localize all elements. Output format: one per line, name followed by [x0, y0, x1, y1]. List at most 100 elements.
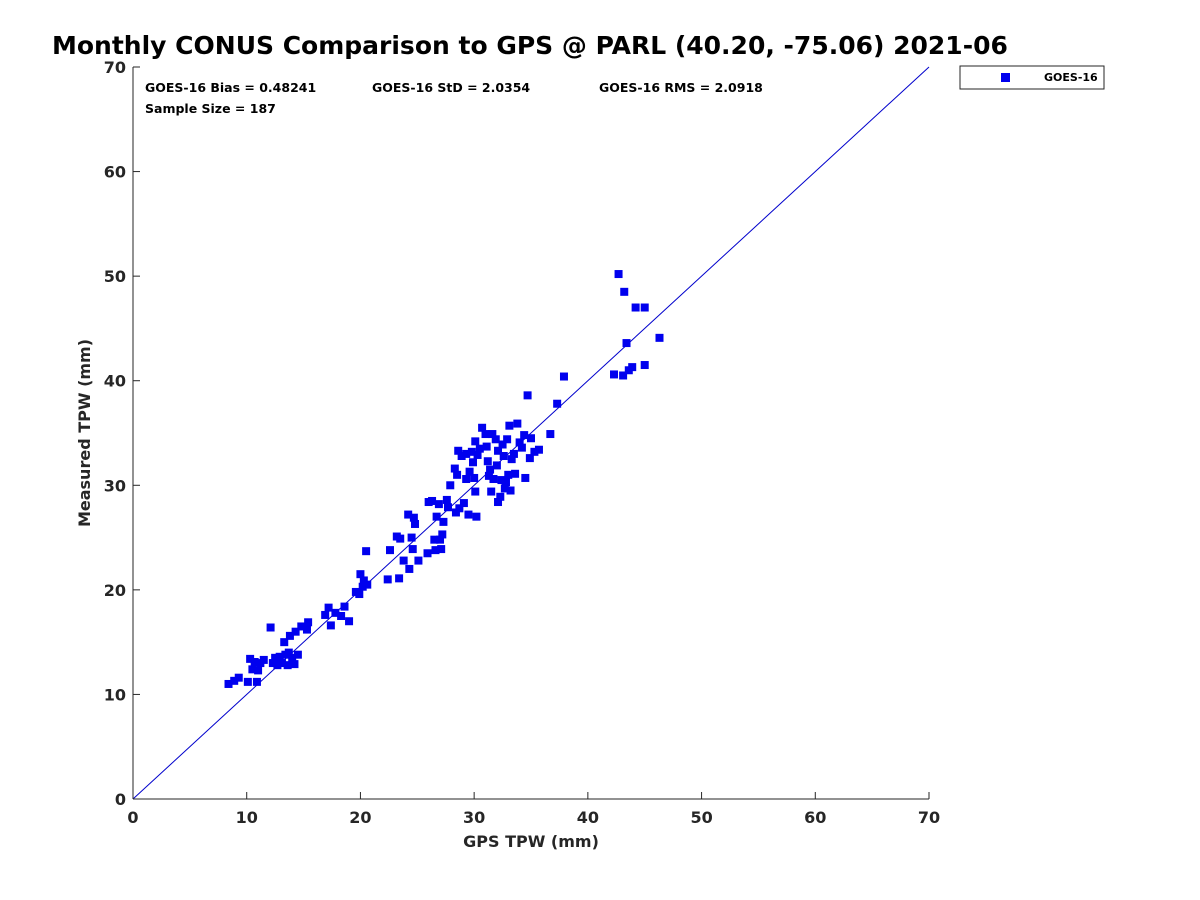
y-tick-label: 60	[104, 163, 126, 182]
x-tick-label: 70	[918, 808, 940, 827]
x-tick-label: 50	[690, 808, 712, 827]
data-point	[407, 533, 416, 542]
data-point	[446, 481, 455, 490]
data-point	[559, 372, 568, 381]
x-tick-label: 30	[463, 808, 485, 827]
x-tick-label: 0	[127, 808, 138, 827]
plot-area	[132, 66, 930, 800]
data-point	[437, 545, 446, 554]
data-point	[434, 500, 443, 509]
data-point	[655, 333, 664, 342]
data-point	[521, 473, 530, 482]
data-point	[230, 676, 239, 685]
data-point	[515, 438, 524, 447]
data-point	[472, 512, 481, 521]
data-point	[525, 454, 534, 463]
y-axis-ticks: 0 10 20 30 40 50 60 70	[104, 58, 140, 809]
data-point	[546, 430, 555, 439]
data-point	[409, 513, 418, 522]
data-point	[459, 499, 468, 508]
stat-bias: GOES-16 Bias = 0.48241	[145, 80, 316, 95]
y-tick-label: 30	[104, 476, 126, 495]
data-point	[523, 391, 532, 400]
y-tick-label: 50	[104, 267, 126, 286]
data-point	[473, 450, 482, 459]
data-point	[243, 677, 252, 686]
legend-box	[959, 65, 1105, 90]
data-point	[501, 478, 510, 487]
data-point	[451, 508, 460, 517]
data-point	[331, 608, 340, 617]
data-point	[471, 437, 480, 446]
x-tick-label: 20	[349, 808, 371, 827]
data-point	[471, 487, 480, 496]
data-point	[248, 665, 257, 674]
data-point	[620, 287, 629, 296]
data-point	[496, 492, 505, 501]
data-point	[470, 473, 479, 482]
data-point	[513, 419, 522, 428]
data-point	[511, 469, 520, 478]
data-point	[640, 303, 649, 312]
data-point	[363, 580, 372, 589]
data-point	[486, 465, 495, 474]
data-point	[507, 455, 516, 464]
y-tick-label: 40	[104, 372, 126, 391]
stat-sample-size: Sample Size = 187	[145, 101, 276, 116]
data-point	[436, 535, 445, 544]
data-point	[355, 590, 364, 599]
data-point	[494, 498, 503, 507]
data-point	[614, 270, 623, 279]
data-point	[534, 445, 543, 454]
stat-rms: GOES-16 RMS = 2.0918	[599, 80, 763, 95]
data-point	[284, 648, 293, 657]
data-point	[487, 487, 496, 496]
data-point	[288, 653, 297, 662]
data-point	[491, 435, 500, 444]
data-point	[439, 517, 448, 526]
data-point	[356, 570, 365, 579]
data-point	[505, 421, 514, 430]
legend-label: GOES-16	[1044, 71, 1098, 84]
data-point	[622, 339, 631, 348]
data-point	[385, 546, 394, 555]
data-point	[396, 534, 405, 543]
data-point	[290, 660, 299, 669]
data-point	[358, 582, 367, 591]
data-point	[530, 447, 539, 456]
data-point	[423, 549, 432, 558]
x-tick-label: 60	[804, 808, 826, 827]
data-point	[399, 556, 408, 565]
data-point	[483, 457, 492, 466]
data-point	[254, 666, 263, 675]
data-point	[428, 496, 437, 505]
stat-std: GOES-16 StD = 2.0354	[372, 80, 530, 95]
data-point	[277, 659, 286, 668]
data-point	[628, 363, 637, 372]
data-point	[520, 431, 529, 440]
data-point	[494, 446, 503, 455]
y-tick-label: 20	[104, 581, 126, 600]
data-point	[321, 610, 330, 619]
data-point	[291, 627, 300, 636]
data-point	[503, 435, 512, 444]
data-point	[610, 370, 619, 379]
y-tick-label: 10	[104, 685, 126, 704]
data-point	[465, 467, 474, 476]
data-point	[359, 576, 368, 585]
data-point	[408, 545, 417, 554]
data-point	[467, 447, 476, 456]
data-point	[462, 449, 471, 458]
data-point	[462, 475, 471, 484]
x-tick-label: 10	[236, 808, 258, 827]
data-point	[285, 631, 294, 640]
y-tick-label: 0	[115, 790, 126, 809]
data-point	[481, 430, 490, 439]
data-point	[430, 535, 439, 544]
data-point	[509, 449, 518, 458]
data-point	[324, 603, 333, 612]
data-point	[442, 495, 451, 504]
data-point	[326, 621, 335, 630]
data-point	[527, 434, 535, 443]
